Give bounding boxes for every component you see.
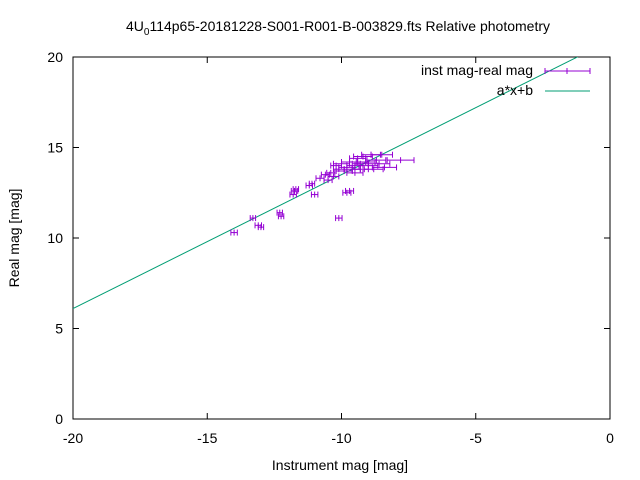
plot-frame — [72, 56, 611, 420]
legend: inst mag-real mag a*x+b — [421, 62, 591, 98]
data-point — [327, 173, 340, 180]
x-tick-label: -20 — [63, 430, 83, 446]
data-point — [371, 164, 398, 171]
data-point — [370, 151, 394, 158]
data-point — [230, 229, 238, 236]
data-point — [292, 186, 300, 193]
data-point — [366, 157, 387, 164]
legend-sample-points — [544, 68, 591, 74]
x-tick-label: 0 — [606, 430, 614, 446]
data-point — [310, 191, 319, 198]
legend-label-points: inst mag-real mag — [421, 62, 533, 78]
data-point — [386, 157, 415, 164]
data-point — [277, 213, 285, 220]
y-axis: 0 5 10 15 20 — [47, 49, 610, 427]
fit-line — [73, 57, 579, 310]
y-tick-label: 20 — [47, 49, 63, 65]
data-point — [276, 209, 283, 216]
data-point — [326, 169, 336, 176]
data-point — [363, 166, 384, 173]
x-axis: -20 -15 -10 -5 0 — [63, 57, 614, 446]
x-axis-label: Instrument mag [mag] — [272, 457, 408, 473]
data-point — [367, 160, 391, 167]
title-part-2: 114p65-20181228-S001-R001-B-003829.fts R… — [149, 18, 550, 34]
y-tick-label: 0 — [55, 411, 63, 427]
x-tick-label: -10 — [331, 430, 351, 446]
y-tick-label: 10 — [47, 230, 63, 246]
y-tick-label: 5 — [55, 321, 63, 337]
title-subscript: 0 — [144, 27, 150, 38]
x-tick-label: -15 — [197, 430, 217, 446]
legend-label-fit: a*x+b — [497, 82, 533, 98]
data-point — [249, 215, 257, 222]
data-point — [315, 175, 325, 182]
data-point — [257, 224, 265, 231]
x-tick-label: -5 — [470, 430, 483, 446]
title-part-1: 4U — [126, 18, 144, 34]
chart-title: 4U0114p65-20181228-S001-R001-B-003829.ft… — [126, 18, 550, 38]
y-tick-label: 15 — [47, 140, 63, 156]
y-axis-label: Real mag [mag] — [6, 189, 22, 288]
data-point — [346, 169, 364, 176]
data-point — [345, 187, 355, 194]
data-point — [289, 191, 297, 198]
data-points — [230, 151, 415, 236]
data-point — [308, 180, 316, 187]
data-point — [335, 215, 343, 222]
